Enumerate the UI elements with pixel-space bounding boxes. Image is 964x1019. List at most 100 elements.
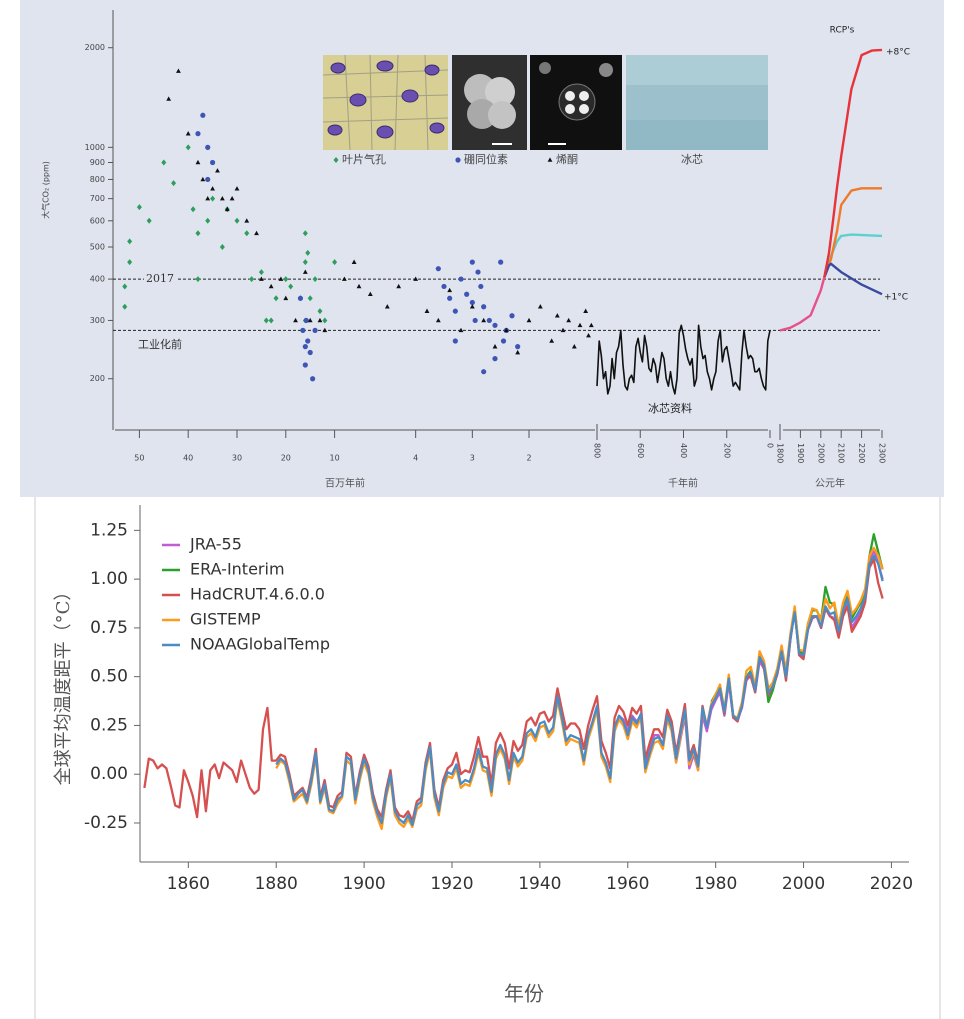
stomata-point — [302, 230, 308, 237]
projection-line — [823, 262, 883, 296]
x-tick-label: 30 — [232, 454, 242, 463]
x-axis-label: 千年前 — [668, 477, 698, 490]
alkenone-point — [515, 349, 521, 355]
boron-point — [469, 299, 475, 306]
x-tick-label: 1880 — [255, 874, 298, 894]
alkenone-point — [176, 68, 181, 73]
x-tick-label: 2000 — [816, 443, 825, 463]
alkenone-point — [322, 327, 328, 333]
alkenone-point — [229, 196, 235, 201]
y-tick-label: 1000 — [85, 143, 105, 152]
alkenone-point — [268, 283, 274, 289]
alkenone-point — [469, 304, 475, 309]
stomata-point — [249, 276, 255, 283]
boron-point — [458, 276, 464, 282]
alkenone-point — [588, 322, 594, 328]
stomata-point — [332, 259, 338, 266]
alkenone-point — [424, 308, 430, 313]
alkenone-point — [234, 186, 240, 191]
alkenone-point — [293, 317, 298, 323]
alkenone-point — [185, 131, 191, 136]
y-tick-label: 400 — [90, 275, 105, 284]
boron-point — [478, 283, 484, 290]
alkenone-point — [435, 317, 441, 323]
alkenone-point — [537, 304, 543, 309]
legend-label: 冰芯 — [681, 152, 703, 166]
y-tick-label: 900 — [90, 158, 105, 167]
alkenone-point — [503, 327, 509, 333]
alkenone-point — [571, 344, 577, 349]
stomata-point — [195, 276, 201, 283]
projection-line — [823, 187, 882, 278]
stomata-point — [127, 238, 133, 245]
y-tick-label: 0.00 — [90, 764, 128, 784]
series-line — [275, 554, 884, 827]
stomata-point — [122, 283, 128, 290]
boron-point — [300, 327, 306, 333]
x-tick-label: 200 — [722, 443, 731, 458]
boron-point — [464, 291, 470, 297]
stomata-point — [210, 195, 216, 202]
stomata-point — [268, 317, 274, 324]
alkenone-point — [259, 276, 264, 281]
ice-core-line — [596, 324, 771, 395]
boron-point — [307, 349, 313, 356]
boron-point — [492, 322, 498, 328]
x-tick-label: 1960 — [606, 874, 649, 894]
stomata-point — [205, 217, 211, 224]
x-tick-label: 0 — [766, 443, 775, 448]
y-tick-label: 300 — [90, 316, 105, 325]
alkenone-point — [278, 276, 284, 281]
boron-point — [435, 266, 441, 272]
alkenone-point — [244, 218, 250, 223]
annotation: 冰芯资料 — [648, 401, 692, 415]
y-axis-label: 大气CO₂ (ppm) — [41, 161, 51, 219]
x-tick-label: 4 — [413, 454, 418, 463]
y-tick-label: 0.75 — [90, 618, 128, 638]
x-tick-label: 1940 — [518, 874, 561, 894]
legend-label: JRA-55 — [189, 535, 242, 554]
x-tick-label: 1860 — [167, 874, 210, 894]
legend-marker — [333, 157, 339, 163]
alkenone-point — [384, 304, 390, 309]
alkenone-point — [317, 317, 323, 323]
y-tick-label: 1.25 — [90, 520, 128, 540]
y-tick-label: 800 — [90, 175, 105, 184]
y-tick-label: 1.00 — [90, 569, 128, 589]
y-tick-label: -0.25 — [84, 813, 128, 833]
stomata-point — [146, 217, 152, 224]
alkenone-point — [586, 332, 591, 338]
boron-point — [297, 295, 304, 301]
boron-point — [210, 159, 216, 166]
alkenone-point — [560, 327, 566, 333]
alkenone-point — [205, 196, 211, 201]
annotation: +1°C — [884, 293, 908, 303]
alkenone-point — [396, 283, 402, 289]
boron-photo — [452, 55, 527, 150]
stomata-point — [307, 295, 313, 302]
stomata-photo — [322, 54, 449, 151]
boron-point — [472, 317, 478, 324]
alkenone-point — [577, 322, 583, 328]
stomata-point — [161, 159, 167, 166]
stomata-point — [190, 206, 196, 213]
boron-point — [500, 338, 507, 344]
reference-label: 工业化前 — [138, 337, 182, 351]
stomata-point — [305, 249, 311, 256]
boron-point — [302, 362, 308, 368]
x-tick-label: 2 — [526, 454, 531, 463]
alkenone-point — [166, 96, 172, 101]
boron-point — [200, 112, 206, 118]
x-tick-label: 600 — [636, 443, 645, 458]
y-axis-label: 全球平均温度距平（°C） — [53, 583, 74, 786]
alkenone-point — [210, 186, 215, 191]
legend-label: 叶片气孔 — [342, 152, 386, 166]
temperature-chart: -0.25 0.00 0.25 0.50 0.75 1.00 1.25 1860 1880 190… — [53, 505, 913, 1006]
alkenone-point — [219, 196, 225, 201]
x-tick-label: 10 — [330, 454, 340, 463]
alkenone-point — [458, 327, 464, 333]
x-axis-label: 百万年前 — [325, 477, 365, 490]
y-tick-label: 600 — [90, 216, 105, 225]
alkenone-point — [492, 344, 498, 349]
